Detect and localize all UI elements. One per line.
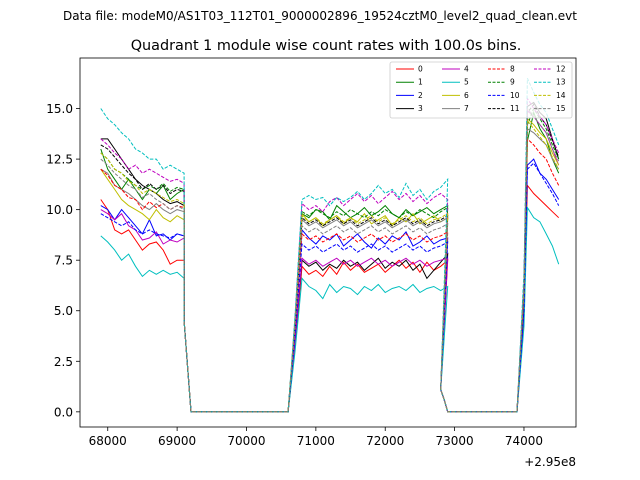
- legend-label-15: 15: [556, 104, 566, 113]
- series-line-5: [100, 205, 560, 413]
- y-tick-label: 15.0: [46, 102, 73, 116]
- chart-suptitle: Data file: modeM0/AS1T03_112T01_90000028…: [63, 9, 577, 23]
- chart-title: Quadrant 1 module wise count rates with …: [131, 38, 522, 54]
- x-tick-label: 69000: [158, 434, 196, 448]
- series-line-12: [100, 96, 560, 413]
- series-line-7: [100, 127, 560, 413]
- y-tick-label: 7.5: [54, 254, 73, 268]
- x-tick-label: 71000: [297, 434, 335, 448]
- x-tick-label: 70000: [227, 434, 265, 448]
- legend-label-13: 13: [556, 78, 566, 87]
- legend-label-8: 8: [510, 65, 515, 74]
- series-line-9: [100, 107, 560, 413]
- series-line-11: [100, 103, 560, 413]
- legend-label-11: 11: [510, 104, 520, 113]
- series-line-10: [100, 162, 560, 413]
- y-tick-label: 12.5: [46, 153, 73, 167]
- y-tick-label: 0.0: [54, 405, 73, 419]
- legend-label-2: 2: [418, 91, 423, 100]
- legend-label-6: 6: [464, 91, 469, 100]
- legend-label-12: 12: [556, 65, 566, 74]
- legend-label-0: 0: [418, 65, 423, 74]
- series-layer: [100, 77, 560, 413]
- x-tick-label: 72000: [366, 434, 404, 448]
- legend-label-9: 9: [510, 78, 515, 87]
- legend-label-4: 4: [464, 65, 469, 74]
- y-tick-label: 5.0: [54, 304, 73, 318]
- plot-frame: [79, 57, 577, 428]
- series-line-13: [100, 77, 560, 413]
- x-offset-label: +2.95e8: [524, 455, 576, 469]
- legend-label-10: 10: [510, 91, 520, 100]
- y-tick-label: 2.5: [54, 355, 73, 369]
- x-axis: 68000 69000 70000 71000 72000 73000 74000: [89, 427, 543, 448]
- legend-label-7: 7: [464, 104, 469, 113]
- series-line-3: [100, 101, 560, 413]
- legend-label-1: 1: [418, 78, 423, 87]
- series-line-4: [100, 109, 560, 413]
- series-line-15: [100, 107, 560, 413]
- legend-label-14: 14: [556, 91, 566, 100]
- legend-label-5: 5: [464, 78, 469, 87]
- x-tick-label: 68000: [89, 434, 127, 448]
- x-tick-label: 73000: [436, 434, 474, 448]
- x-tick-label: 74000: [505, 434, 543, 448]
- series-line-6: [100, 117, 560, 413]
- legend-box: [389, 61, 573, 119]
- legend-label-3: 3: [418, 104, 423, 113]
- y-axis: 0.0 2.5 5.0 7.5 10.0 12.5 15.0: [46, 102, 80, 419]
- y-tick-label: 10.0: [46, 203, 73, 217]
- series-line-8: [100, 137, 560, 413]
